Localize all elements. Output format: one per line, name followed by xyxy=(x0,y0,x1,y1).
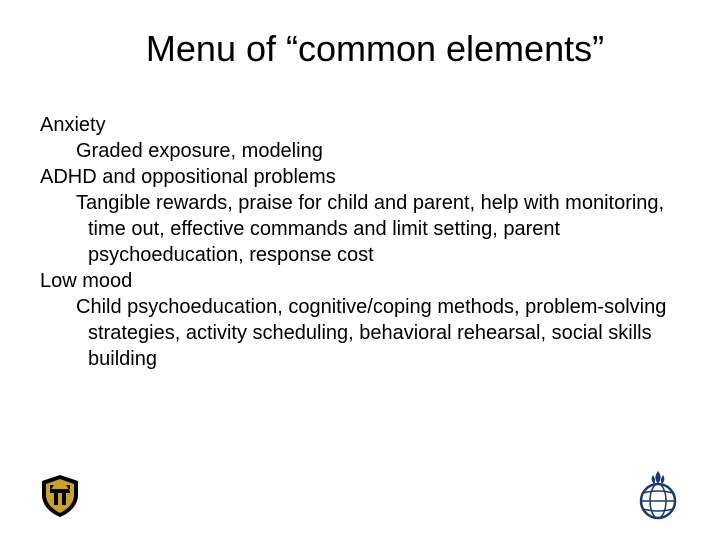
shield-logo-icon xyxy=(36,471,84,524)
globe-flame-logo-icon xyxy=(632,469,684,526)
category-name: Low mood xyxy=(40,268,680,294)
category-name: Anxiety xyxy=(40,112,680,138)
category-detail: Graded exposure, modeling xyxy=(76,138,680,164)
slide-title: Menu of “common elements” xyxy=(40,28,680,70)
logo-bar xyxy=(0,469,720,526)
category-name: ADHD and oppositional problems xyxy=(40,164,680,190)
slide-body: Anxiety Graded exposure, modeling ADHD a… xyxy=(40,112,680,372)
slide-container: Menu of “common elements” Anxiety Graded… xyxy=(0,0,720,540)
category-detail: Tangible rewards, praise for child and p… xyxy=(76,190,680,268)
category-detail: Child psychoeducation, cognitive/coping … xyxy=(76,294,680,372)
